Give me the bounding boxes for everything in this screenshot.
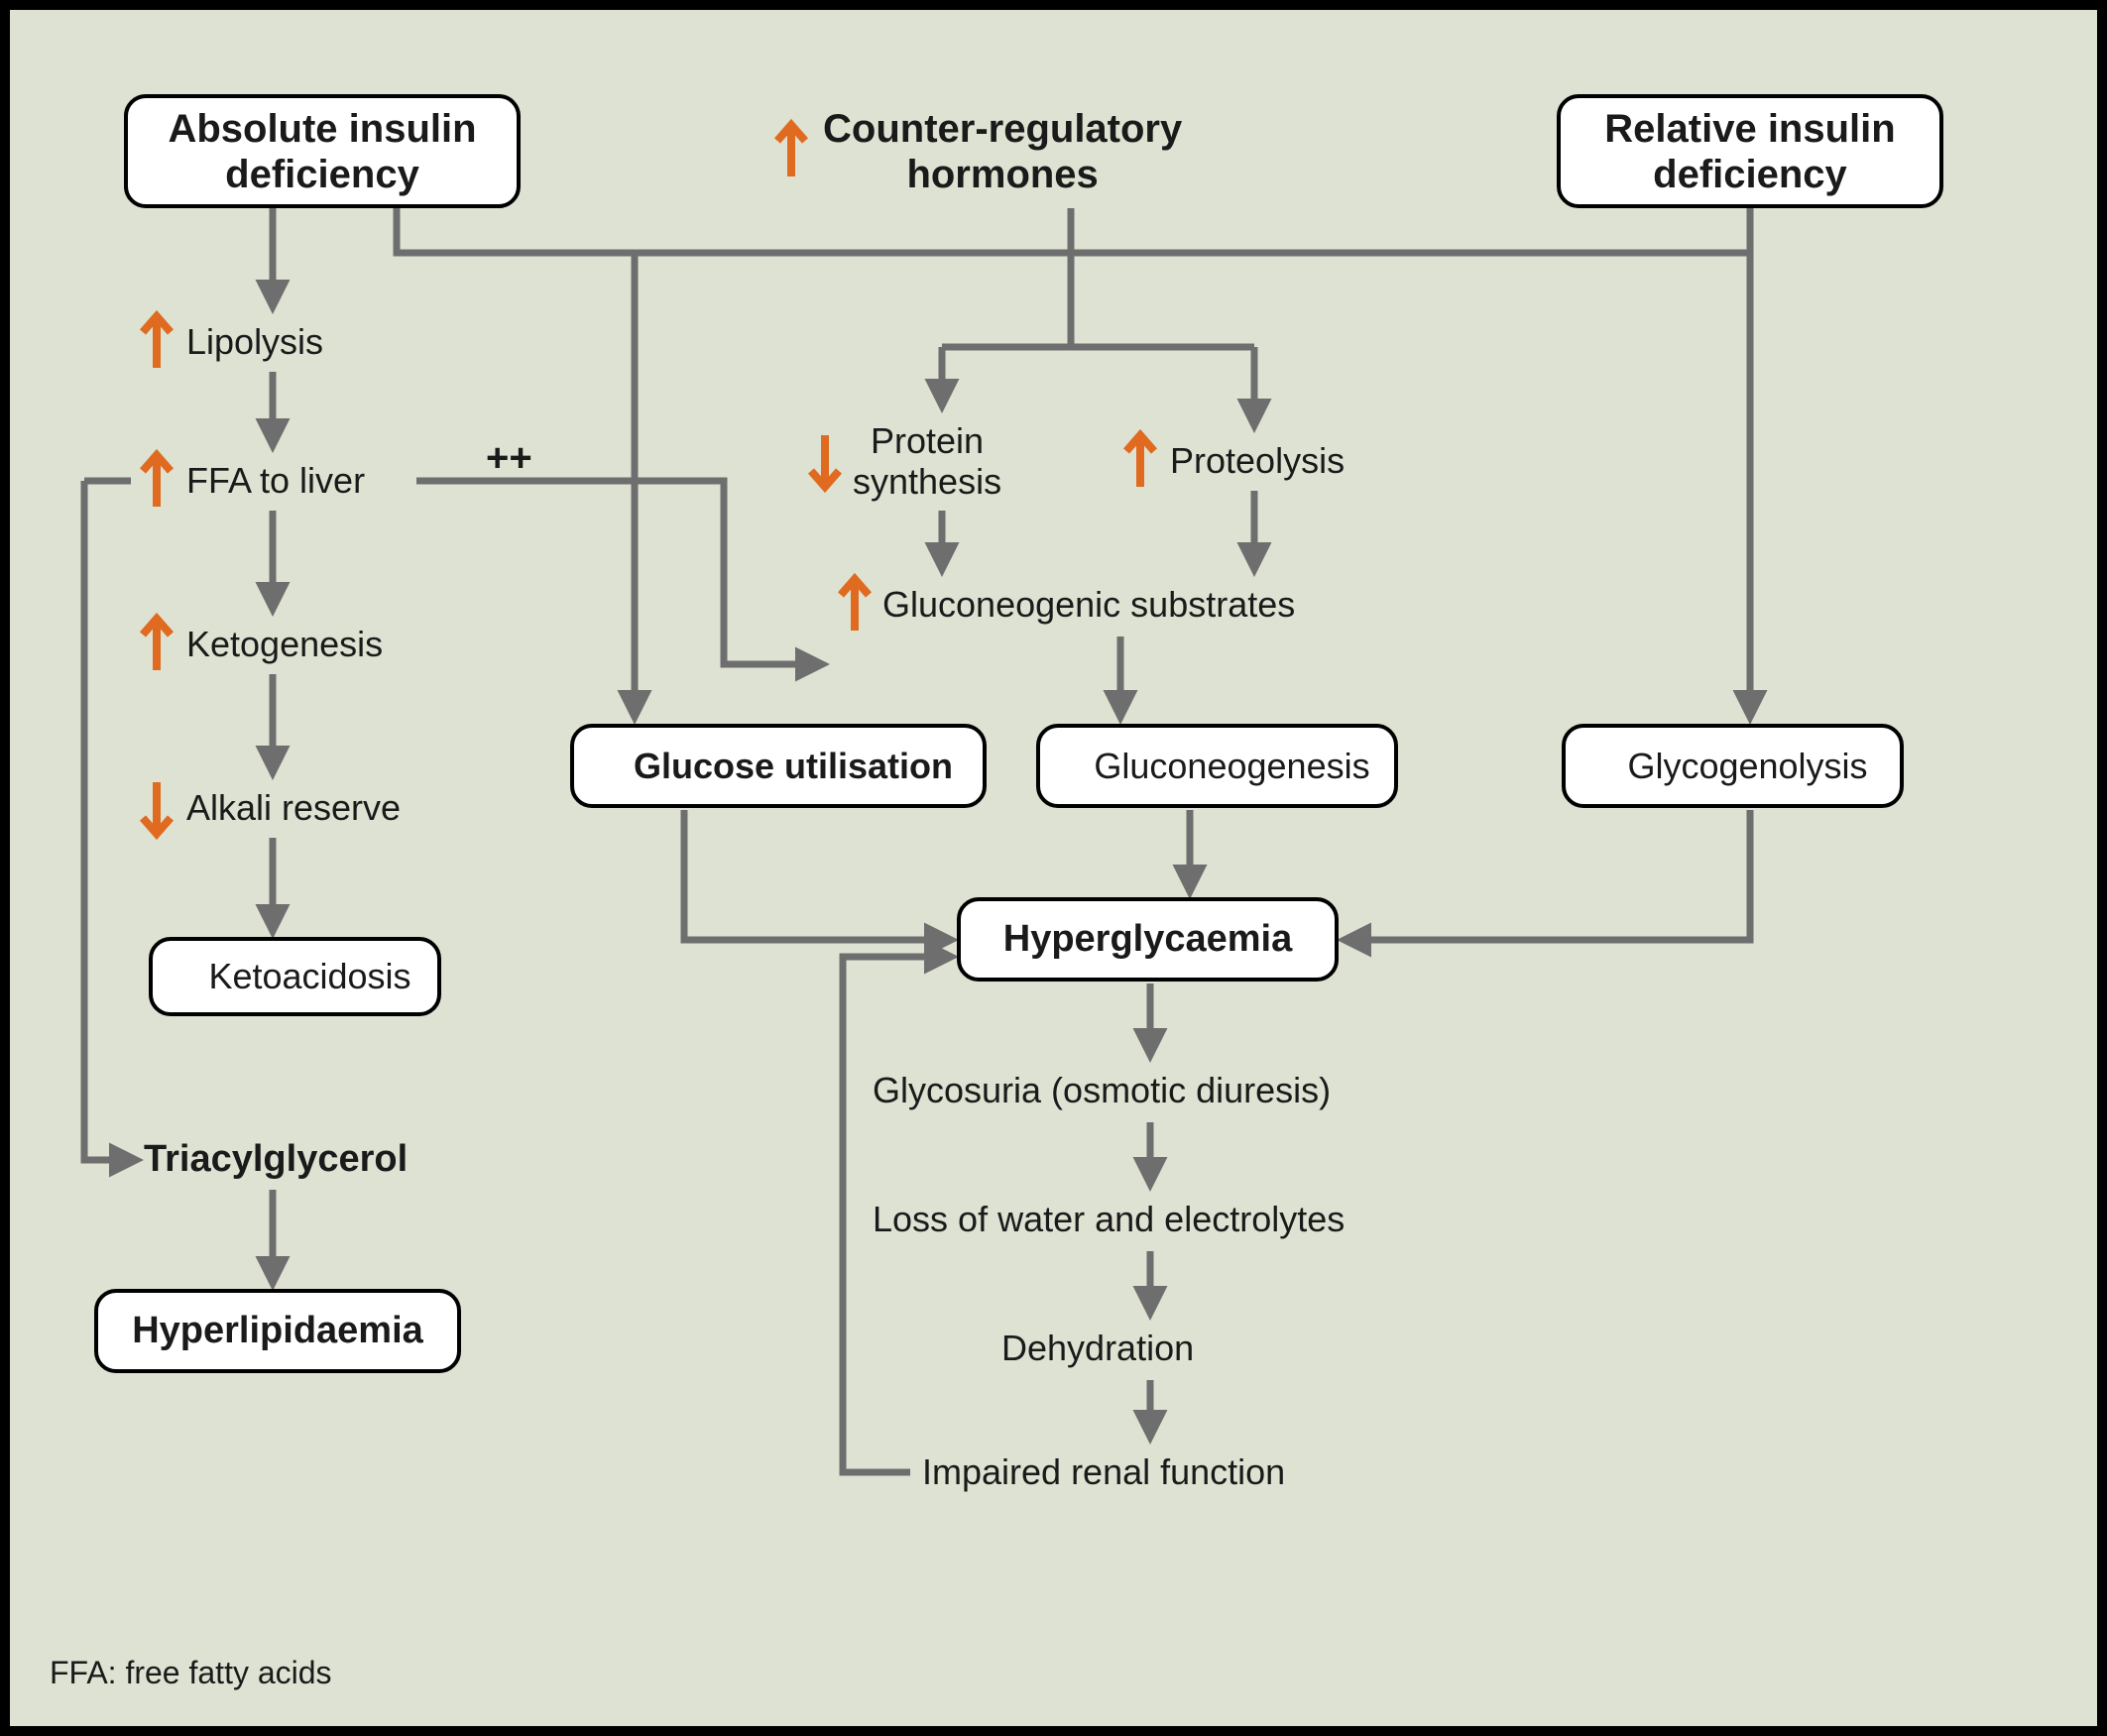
up-arrow-icon	[143, 316, 171, 368]
node-label: Proteolysis	[1170, 440, 1345, 481]
node-triacyl: Triacylglycerol	[144, 1130, 481, 1190]
node-dehyd: Dehydration	[1001, 1319, 1299, 1378]
node-label: Gluconeogenic substrates	[882, 584, 1295, 625]
node-rel: Relative insulin deficiency	[1557, 94, 1943, 208]
node-label: Ketoacidosis	[208, 956, 410, 996]
node-abs: Absolute insulin deficiency	[124, 94, 521, 208]
node-proteo: Proteolysis	[1170, 431, 1418, 491]
connector	[84, 481, 137, 1160]
node-label: Alkali reserve	[186, 787, 401, 828]
node-label: Glucose utilisation	[634, 746, 953, 786]
node-label: Lipolysis	[186, 321, 323, 362]
node-protsyn: Protein synthesis	[853, 411, 1071, 511]
connector	[1344, 810, 1750, 940]
node-label: Glycogenolysis	[1627, 746, 1867, 786]
node-losswater: Loss of water and electrolytes	[873, 1190, 1428, 1249]
up-arrow-icon	[1126, 435, 1154, 487]
node-gluconeo: Gluconeogenesis	[1036, 724, 1398, 808]
up-arrow-icon	[143, 455, 171, 507]
diagram-canvas: Absolute insulin deficiency Counter-regul…	[0, 0, 2107, 1736]
node-label: Triacylglycerol	[144, 1138, 408, 1182]
node-alkali: Alkali reserve	[186, 778, 484, 838]
connector	[416, 481, 823, 664]
node-label: Hyperlipidaemia	[132, 1310, 423, 1353]
connector	[684, 810, 952, 940]
node-label: Impaired renal function	[922, 1451, 1285, 1492]
node-glycogen: Glycogenolysis	[1562, 724, 1904, 808]
node-label: Hyperglycaemia	[1003, 918, 1293, 962]
node-label: Counter-regulatory hormones	[823, 106, 1182, 197]
node-label: Protein synthesis	[853, 420, 1001, 503]
node-ketoacid: Ketoacidosis	[149, 937, 441, 1016]
node-lipolysis: Lipolysis	[186, 312, 395, 372]
node-label: Glycosuria (osmotic diuresis)	[873, 1070, 1331, 1110]
node-label: Loss of water and electrolytes	[873, 1199, 1345, 1239]
node-ffa: FFA to liver	[186, 451, 444, 511]
node-glucoseutil: Glucose utilisation	[570, 724, 987, 808]
up-arrow-icon	[777, 125, 805, 176]
node-renal: Impaired renal function	[922, 1443, 1378, 1502]
node-label: Relative insulin deficiency	[1604, 106, 1895, 197]
node-label: Ketogenesis	[186, 624, 383, 664]
node-hyperlip: Hyperlipidaemia	[94, 1289, 461, 1373]
up-arrow-icon	[841, 579, 869, 631]
node-crh: Counter-regulatory hormones	[823, 94, 1339, 208]
footnote-text: FFA: free fatty acids	[50, 1655, 332, 1691]
node-label: Absolute insulin deficiency	[168, 106, 476, 197]
node-label: Gluconeogenesis	[1094, 746, 1369, 786]
node-hyperglyc: Hyperglycaemia	[957, 897, 1339, 982]
node-label: FFA to liver	[186, 460, 365, 501]
node-keto: Ketogenesis	[186, 615, 444, 674]
down-arrow-icon	[143, 782, 171, 834]
node-label: Dehydration	[1001, 1328, 1194, 1368]
down-arrow-icon	[811, 435, 839, 487]
node-gluconeo-sub: Gluconeogenic substrates	[882, 575, 1398, 635]
node-glycosuria: Glycosuria (osmotic diuresis)	[873, 1061, 1428, 1120]
up-arrow-icon	[143, 619, 171, 670]
plus-plus-annotation: ++	[486, 436, 532, 481]
